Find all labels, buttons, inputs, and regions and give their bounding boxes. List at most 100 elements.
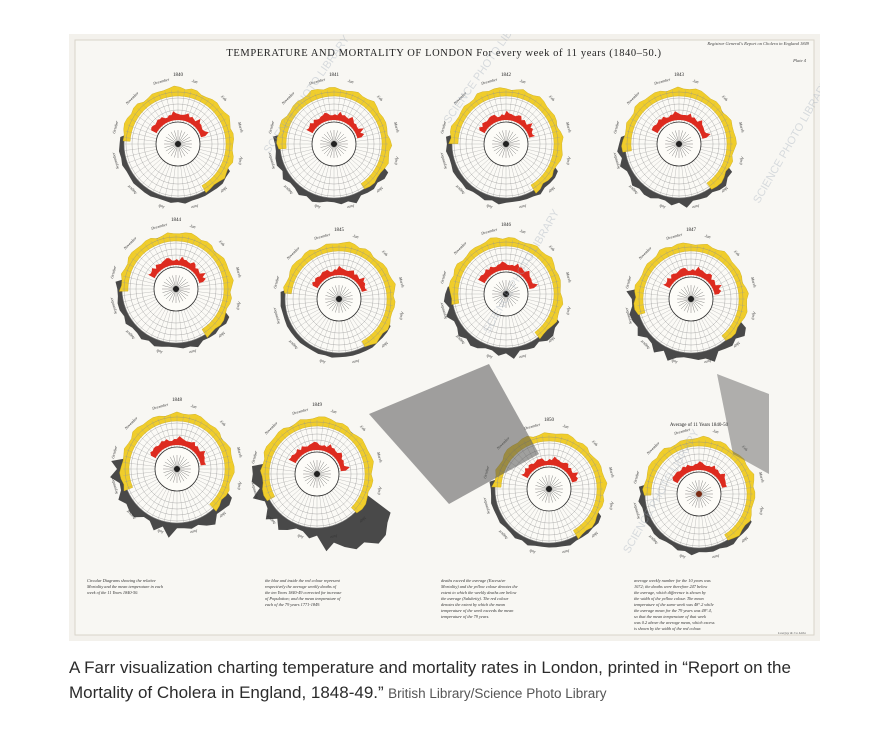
center-dot [173,286,179,292]
week-spoke [495,491,528,496]
month-label: March [608,466,616,478]
week-spoke [308,163,324,192]
temperature-excess-band [288,441,350,472]
week-spoke [285,301,318,306]
week-spoke [458,154,487,170]
week-spoke [358,309,387,325]
week-spoke [529,509,542,540]
week-spoke [518,312,537,339]
week-spoke [197,291,230,296]
month-label: Feb [547,243,556,252]
week-spoke [626,149,658,158]
circular-diagram: JanFebMarchAprilMayJuneJulyAugustSeptemb… [249,403,391,552]
week-spoke [686,164,699,195]
week-spoke [314,164,327,195]
diagram-year: 1846 [501,223,512,228]
diagram-grid: JanFebMarchAprilMayJuneJulyAugustSeptemb… [108,34,820,560]
week-spoke [354,151,385,164]
week-spoke [291,493,307,522]
week-spoke [169,310,174,343]
month-label: July [155,348,163,355]
week-spoke [124,137,157,142]
week-spoke [693,320,698,353]
week-spoke [197,275,229,284]
month-label: July [318,358,326,365]
month-label: October [612,120,620,134]
week-spoke [197,476,228,489]
week-spoke [288,279,319,292]
week-spoke [486,314,499,345]
week-spoke [646,311,673,330]
week-spoke [712,304,744,313]
month-label: March [738,121,746,133]
month-label: June [189,528,198,535]
week-spoke [308,317,327,344]
week-spoke [455,274,486,287]
month-label: March [565,121,573,133]
week-spoke [341,320,346,353]
diagram-year: 1842 [501,73,512,78]
week-spoke [654,506,681,525]
month-label: October [632,470,640,484]
week-spoke [720,480,752,489]
temperature-excess-band [663,266,722,295]
week-spoke [199,137,232,142]
week-spoke [470,310,492,335]
month-label: December [523,422,542,431]
week-spoke [638,158,663,180]
week-spoke [349,318,365,347]
week-spoke [298,160,320,185]
week-spoke [556,509,569,540]
plate-header-note: Registrar General's Report on Cholera in… [706,41,809,46]
month-label: April [565,305,572,316]
week-spoke [660,317,679,344]
week-spoke [638,304,670,313]
month-label: Feb [219,93,228,102]
week-spoke [338,476,371,481]
week-spoke [353,154,382,170]
week-spoke [501,499,530,515]
week-spoke [351,317,370,344]
week-spoke [625,146,658,151]
note-line: each of the 79 years 1771-1849. [265,602,320,607]
month-label: April [236,480,243,491]
month-label: April [565,155,572,166]
month-label: July [296,533,304,540]
plate-number: Plate 4 [792,58,807,63]
week-spoke [525,304,554,320]
week-spoke [123,275,155,284]
diagram-year: 1840 [173,73,184,78]
circular-diagram: JanFebMarchAprilMayJuneJulyAugustSeptemb… [271,228,405,365]
caption-text: A Farr visualization charting temperatur… [69,658,791,702]
week-spoke [648,501,679,514]
note-line: the ten Years 1840-49 corrected for incr… [265,590,341,595]
week-spoke [668,512,687,539]
month-label: June [190,203,199,210]
month-label: May [219,510,228,519]
week-spoke [142,160,164,185]
week-spoke [679,514,692,545]
diagram-year: 1841 [329,73,340,78]
week-spoke [198,471,231,476]
week-spoke [717,506,744,525]
month-label: September [249,482,258,500]
week-spoke [136,483,161,505]
month-label: June [346,203,355,210]
month-label: July [658,203,666,210]
week-spoke [452,146,485,151]
week-spoke [327,165,332,198]
week-spoke [513,164,526,195]
week-spoke [570,494,602,503]
week-spoke [522,308,547,330]
week-spoke [701,515,706,548]
week-spoke [131,301,158,320]
week-spoke [496,494,528,503]
week-spoke [198,462,231,467]
week-spoke [286,285,318,294]
week-spoke [526,301,557,314]
week-spoke [180,165,185,198]
week-spoke [565,503,590,525]
week-spoke [673,513,689,542]
week-spoke [516,313,532,342]
temperature-excess-band [151,111,209,138]
